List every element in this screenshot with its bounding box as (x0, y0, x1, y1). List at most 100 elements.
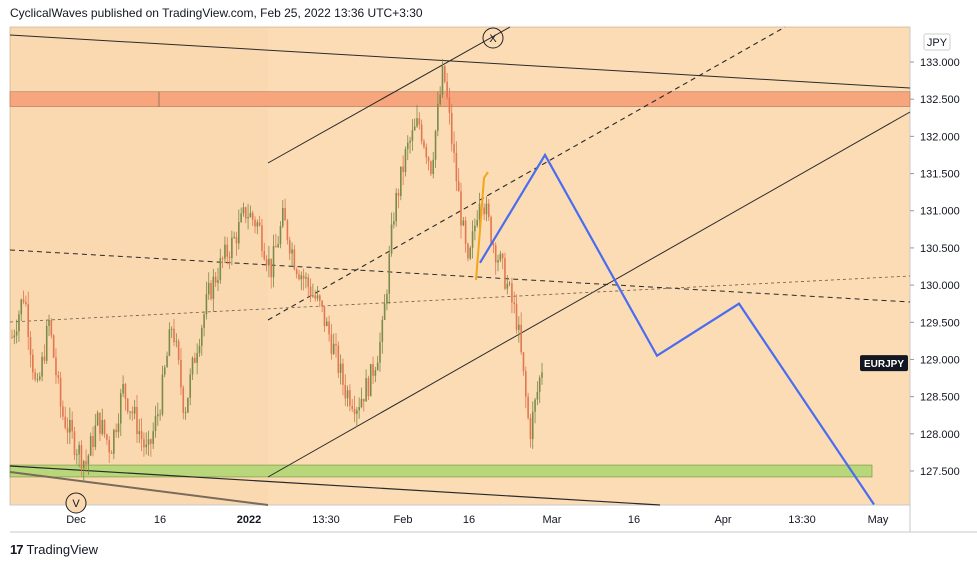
candle (434, 129, 437, 168)
candle (92, 426, 94, 457)
footer-branding[interactable]: 17 TradingView (10, 542, 98, 557)
candle-body (238, 221, 240, 244)
candle-body (187, 397, 189, 413)
candle-body (293, 249, 296, 270)
candle (295, 267, 298, 279)
candle (214, 271, 217, 288)
candle (89, 432, 92, 456)
price-axis[interactable]: 127.500 128.000 128.500 129.000 129.500 130.0… (910, 57, 960, 478)
candle-body (393, 221, 395, 225)
candle-body (316, 295, 319, 299)
candle-body (275, 245, 277, 248)
candle (62, 400, 64, 421)
candle-body (226, 244, 229, 257)
candle (376, 355, 379, 371)
candle-body (113, 429, 115, 454)
candle (277, 236, 279, 249)
candle (460, 182, 462, 239)
candle (506, 275, 509, 295)
price-tick-label: 129.000 (920, 354, 960, 366)
candle (325, 317, 328, 327)
candle (467, 242, 469, 262)
candle-body (214, 276, 217, 283)
candle-body (117, 423, 120, 433)
candle (367, 375, 370, 401)
candle-body (210, 282, 212, 299)
candle-body (166, 355, 168, 368)
candle-body (531, 411, 534, 440)
candle-body (337, 345, 340, 373)
candle-body (277, 244, 279, 248)
candle-body (270, 258, 273, 278)
candle-body (367, 378, 370, 397)
candle-body (492, 243, 495, 246)
candle-body (427, 157, 430, 162)
candle-body (430, 161, 432, 174)
candle (314, 289, 316, 302)
time-tick-label: 16 (628, 514, 640, 526)
candle-body (478, 203, 481, 221)
annotation-x-label: X (489, 33, 497, 45)
candle (420, 119, 423, 145)
candle (529, 413, 532, 448)
candle (358, 397, 360, 419)
candle (499, 250, 502, 263)
candle-body (497, 260, 499, 263)
candle (177, 338, 180, 365)
candle-body (527, 396, 529, 418)
candle (32, 349, 34, 380)
candle (275, 233, 277, 248)
candle-body (85, 461, 87, 465)
candle-body (434, 130, 437, 160)
candle (393, 212, 395, 229)
time-tick-label: Dec (66, 514, 86, 526)
candle (76, 449, 78, 465)
candle-body (131, 411, 134, 414)
candle (388, 245, 391, 305)
candle (418, 112, 421, 130)
candle-body (476, 220, 478, 226)
candle-body (108, 440, 111, 453)
candle (524, 366, 527, 409)
candle-body (29, 336, 32, 355)
price-tick-label: 128.000 (920, 429, 960, 441)
candle (286, 218, 289, 245)
candle-body (92, 436, 94, 448)
candle (483, 203, 485, 220)
candle-body (103, 419, 106, 435)
candle-body (529, 417, 532, 440)
candle-body (372, 364, 374, 376)
candle-body (189, 374, 192, 398)
candle (430, 160, 432, 177)
candle-body (124, 383, 127, 399)
candle-body (388, 253, 391, 294)
candle-body (494, 245, 497, 263)
candle (184, 407, 187, 420)
candle (205, 281, 208, 320)
candle (272, 234, 275, 288)
candle-body (423, 141, 425, 148)
candle (400, 166, 402, 201)
candle-body (538, 377, 541, 392)
candle (50, 318, 53, 339)
candle-body (20, 299, 23, 315)
candle-body (96, 412, 99, 426)
candle-body (453, 143, 455, 153)
candle (316, 286, 319, 302)
candle-body (32, 354, 34, 373)
time-axis[interactable]: Dec 16 2022 13:30 Feb 16 Mar 16 Apr 13:30 May (66, 514, 889, 526)
candle (462, 216, 465, 227)
candle-body (504, 258, 506, 289)
candle-body (302, 275, 305, 279)
candle-body (110, 452, 113, 454)
annotation-x[interactable]: X (482, 27, 504, 49)
candle-body (119, 393, 122, 424)
candle (515, 294, 518, 334)
annotation-v[interactable]: V (65, 492, 87, 514)
candle-body (244, 207, 247, 219)
candle (307, 273, 310, 298)
candle (386, 289, 388, 311)
projection-line (479, 152, 875, 506)
